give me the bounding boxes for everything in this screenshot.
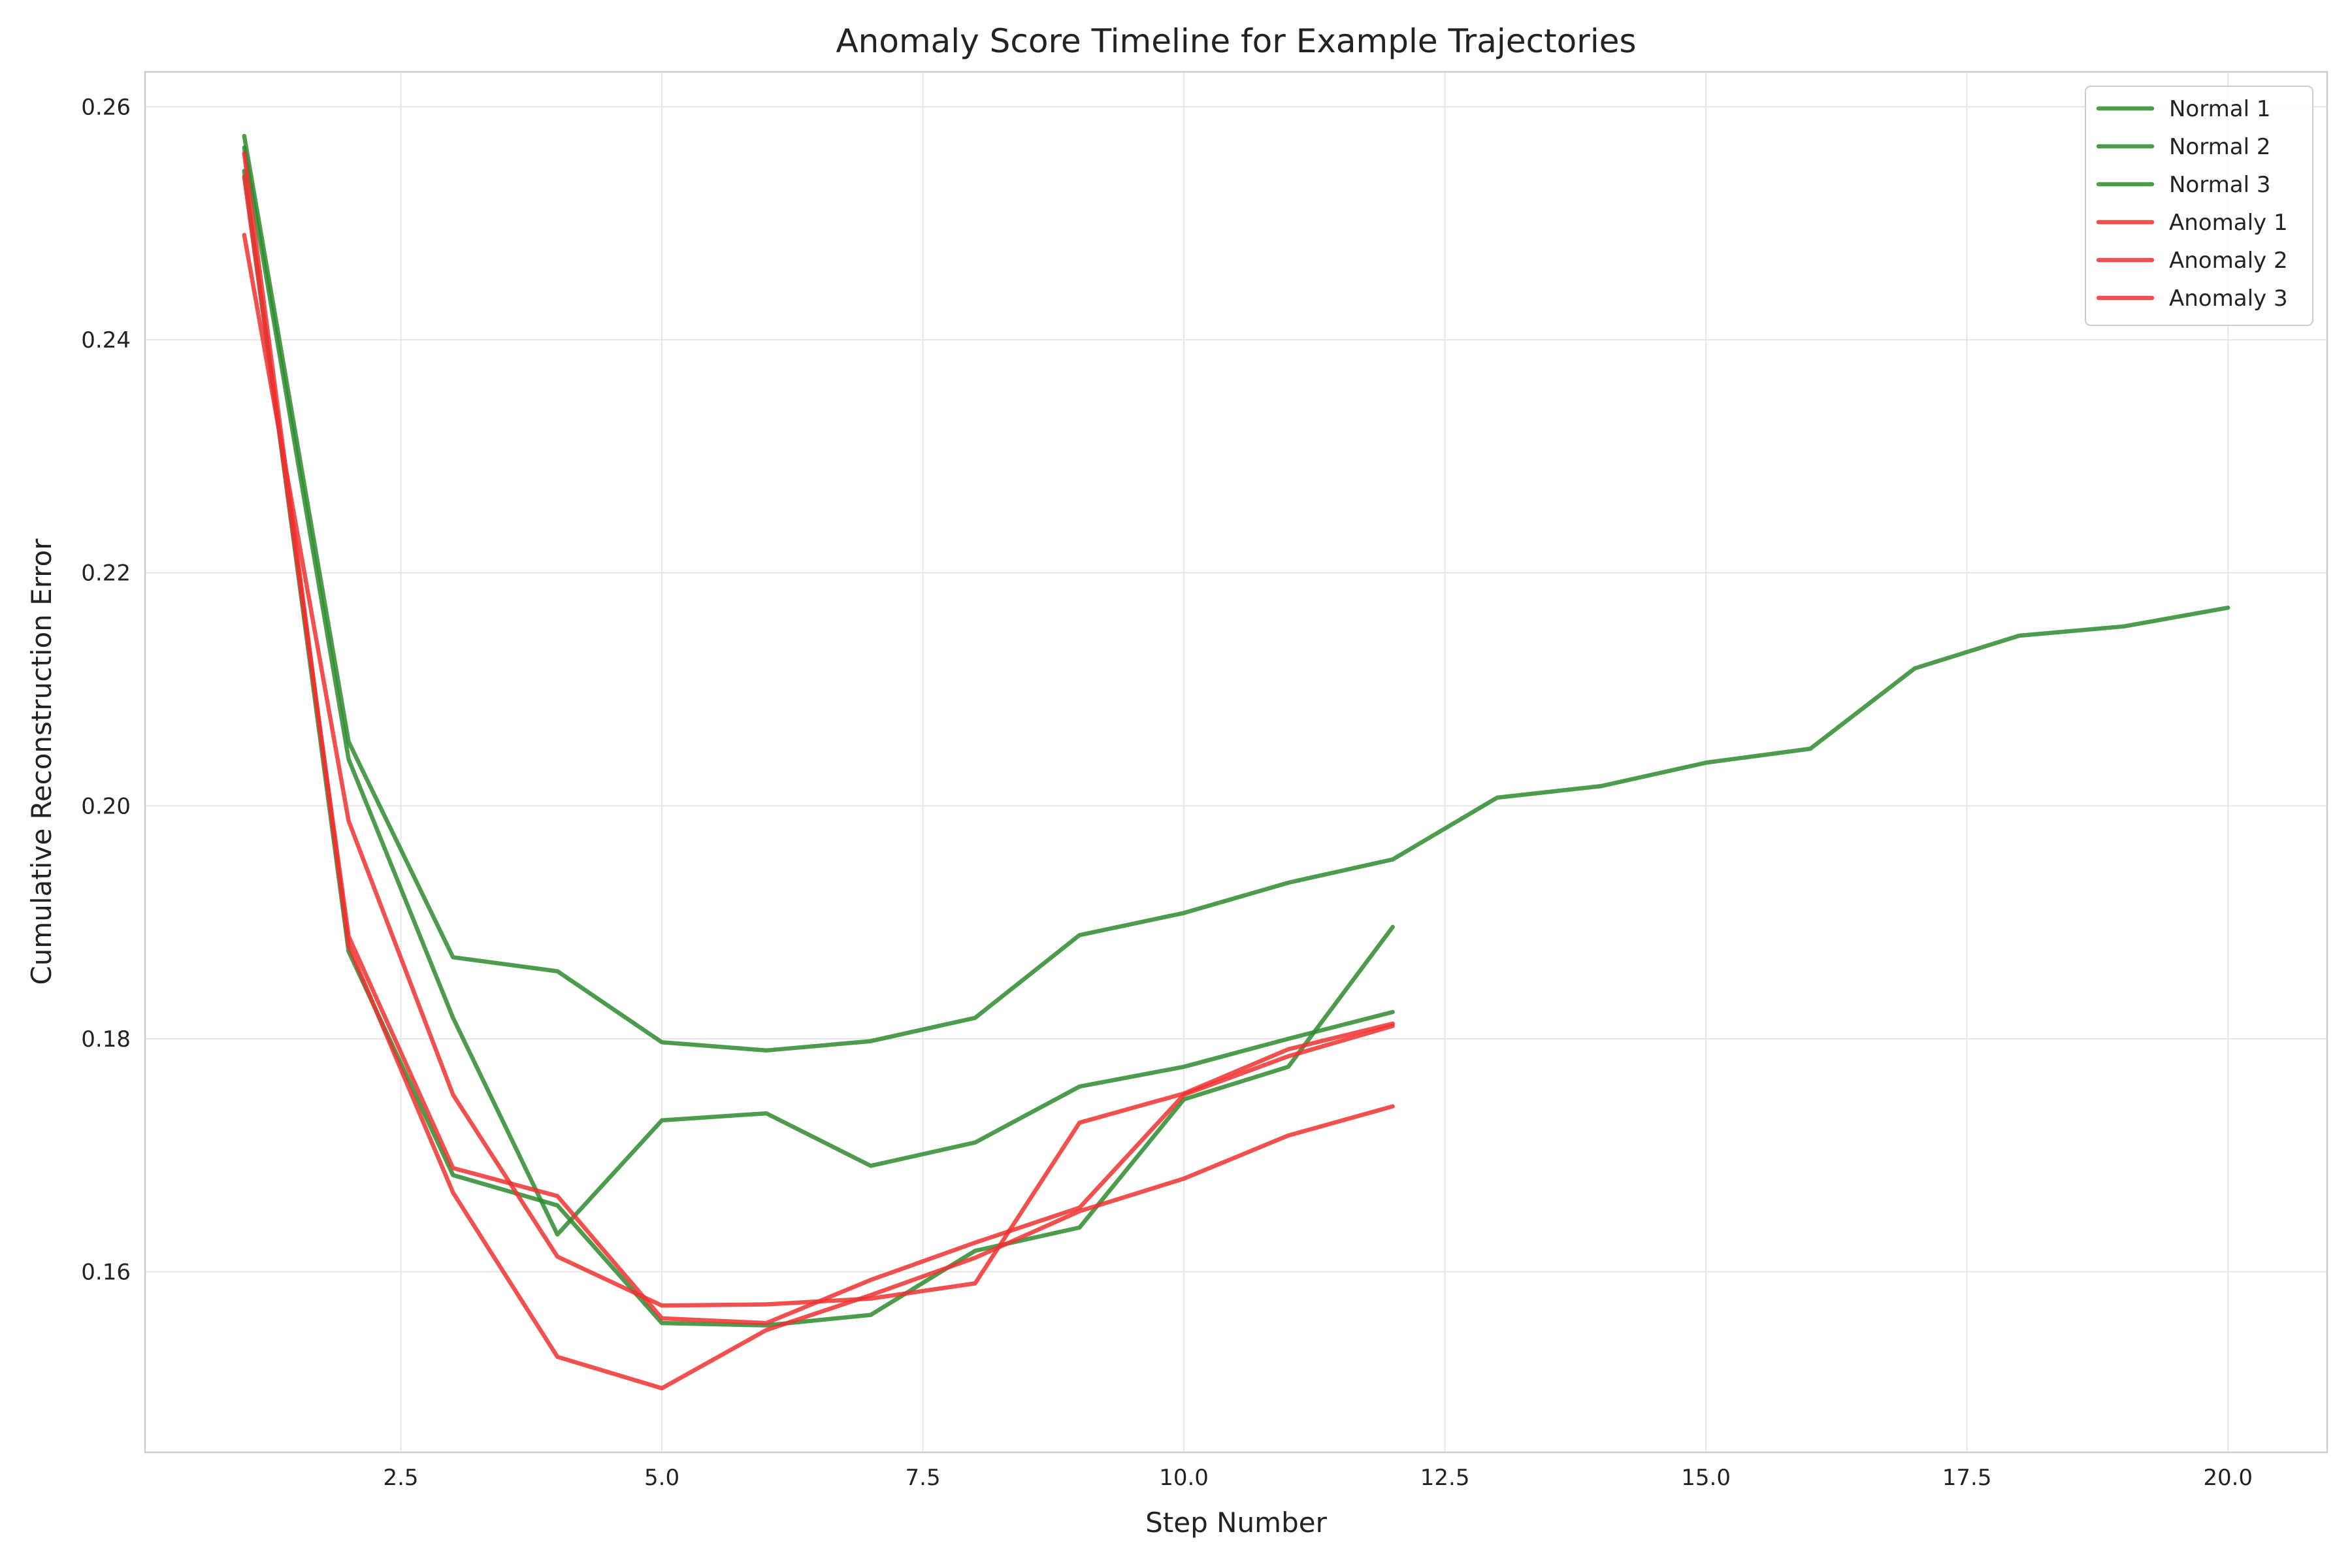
x-tick-label: 17.5 bbox=[1942, 1465, 1992, 1491]
y-tick-label: 0.24 bbox=[81, 327, 131, 353]
y-tick-label: 0.20 bbox=[81, 793, 131, 819]
x-axis-label: Step Number bbox=[1145, 1507, 1327, 1539]
x-tick-label: 5.0 bbox=[644, 1465, 679, 1491]
legend-label: Anomaly 1 bbox=[2169, 210, 2288, 236]
legend-label: Normal 3 bbox=[2169, 172, 2270, 198]
legend-label: Anomaly 3 bbox=[2169, 286, 2288, 312]
x-axis-ticks: 2.5 5.0 7.5 10.0 12.5 15.0 17.5 20.0 bbox=[383, 1465, 2253, 1491]
y-axis-label: Cumulative Reconstruction Error bbox=[25, 538, 57, 985]
series-line-normal-1 bbox=[242, 133, 2230, 1053]
legend-label: Normal 1 bbox=[2169, 96, 2270, 122]
series-line-normal-3 bbox=[242, 169, 1395, 1328]
x-tick-label: 12.5 bbox=[1420, 1465, 1470, 1491]
legend-label: Anomaly 2 bbox=[2169, 248, 2288, 274]
chart-title: Anomaly Score Timeline for Example Traje… bbox=[836, 22, 1636, 60]
series-line-anomaly-2 bbox=[242, 151, 1395, 1391]
series-line-anomaly-3 bbox=[242, 174, 1395, 1326]
legend-label: Normal 2 bbox=[2169, 134, 2270, 160]
x-tick-label: 20.0 bbox=[2203, 1465, 2253, 1491]
x-tick-label: 15.0 bbox=[1681, 1465, 1731, 1491]
x-tick-label: 7.5 bbox=[906, 1465, 941, 1491]
series-line-normal-2 bbox=[242, 145, 1395, 1237]
y-tick-label: 0.26 bbox=[81, 94, 131, 120]
y-tick-label: 0.22 bbox=[81, 561, 131, 587]
series-lines bbox=[242, 133, 2230, 1391]
plot-frame bbox=[144, 71, 2328, 1454]
y-axis-ticks: 0.16 0.18 0.20 0.22 0.24 0.26 bbox=[81, 94, 131, 1285]
y-tick-label: 0.18 bbox=[81, 1026, 131, 1053]
x-tick-label: 2.5 bbox=[383, 1465, 418, 1491]
legend: Normal 1 Normal 2 Normal 3 Anomaly 1 Anomaly… bbox=[2085, 86, 2313, 326]
y-tick-label: 0.16 bbox=[81, 1260, 131, 1286]
x-tick-label: 10.0 bbox=[1159, 1465, 1209, 1491]
legend-items: Normal 1 Normal 2 Normal 3 Anomaly 1 Anomaly… bbox=[2096, 96, 2288, 312]
